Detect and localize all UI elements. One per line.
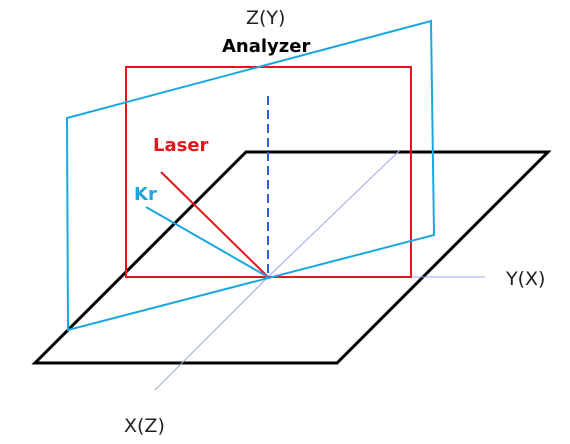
z-axis-label: Z(Y)	[246, 7, 285, 29]
x-axis-label: X(Z)	[124, 415, 165, 437]
kr-label: Kr	[134, 184, 157, 205]
analyzer-label: Analyzer	[222, 36, 310, 57]
kr-beam	[145, 206, 269, 278]
laser-beam	[160, 171, 269, 278]
analyzer-plane	[65, 19, 436, 332]
horizontal-plane	[31, 150, 552, 365]
x-axis-line	[154, 276, 269, 391]
laser-label: Laser	[153, 135, 209, 156]
y-axis-label: Y(X)	[505, 268, 545, 290]
x-axis-extension	[267, 149, 401, 278]
